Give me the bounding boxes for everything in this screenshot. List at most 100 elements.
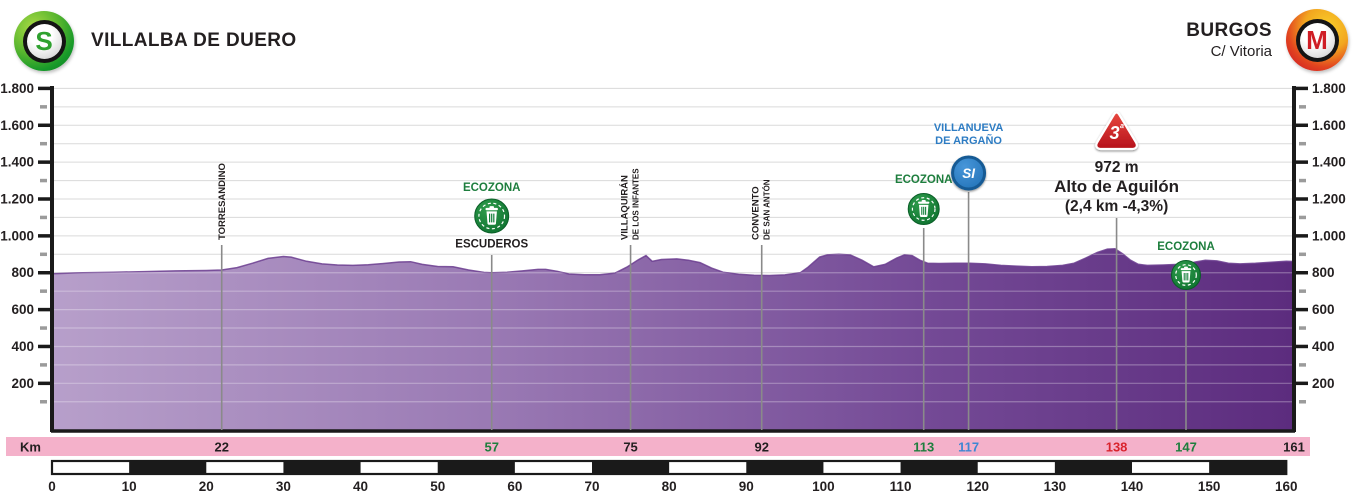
sprint-circle [951, 155, 987, 191]
ruler-km-label: 110 [890, 479, 912, 494]
distance-ruler: 0 10 20 30 40 50 60 70 80 90 100 110 120 130 140 150 160 [48, 459, 1298, 494]
ruler-segment-black [1054, 461, 1132, 474]
trash-handle [1184, 266, 1188, 269]
km-band-value: 161 [1283, 440, 1305, 455]
ecozone-dashed-ring [1175, 264, 1197, 286]
ruler-km-label: 140 [1121, 479, 1144, 494]
y-tick-label-left: 1.600 [0, 118, 34, 133]
km-band-value: 138 [1106, 440, 1128, 455]
finish-badge-ring: M [1295, 18, 1339, 62]
trash-lid [918, 201, 930, 204]
start-location: S VILLALBA DE DUERO [14, 11, 297, 71]
y-tick-label-left: 800 [11, 265, 34, 280]
trash-handle [489, 206, 495, 209]
ruler-segment-black [1209, 461, 1287, 474]
climb-category-icon: 3ª [1095, 111, 1138, 151]
elevation-profile [51, 248, 1295, 430]
y-tick-label-left: 600 [11, 302, 34, 317]
axes: 200 200 400 400 600 600 800 800 1.000 1.000 1.200 1… [0, 81, 1346, 433]
ecozone-label: ECOZONA [463, 182, 521, 194]
ruler-km-label: 50 [430, 479, 445, 494]
ruler-km-label: 90 [739, 479, 754, 494]
y-tick-label-right: 600 [1312, 302, 1335, 317]
y-tick-label-right: 1.000 [1312, 228, 1346, 243]
town-name-rotated: VILLAQUIRÁN [620, 175, 631, 240]
climb-stats: (2,4 km -4,3%) [1065, 198, 1168, 215]
climb-altitude: 972 m [1095, 159, 1139, 176]
ruler-segment-black [900, 461, 978, 474]
ruler-km-label: 40 [353, 479, 368, 494]
ruler-segment-black [746, 461, 824, 474]
km-band-value: 22 [214, 440, 228, 455]
sprint-badge-label: SI [962, 166, 975, 181]
y-tick-label-left: 1.400 [0, 155, 34, 170]
ruler-segment-black [437, 461, 515, 474]
ecozone-trash-icon [474, 198, 510, 234]
town-name-rotated: TORRESANDINO [217, 163, 228, 240]
ecozone-label: ECOZONA [1157, 241, 1215, 253]
ruler-km-label: 10 [122, 479, 137, 494]
sprint-town-name: VILLANUEVA [934, 122, 1004, 134]
elevation-area [52, 248, 1294, 430]
km-band-value: 113 [913, 440, 934, 455]
ruler-km-label: 80 [662, 479, 677, 494]
ruler-km-label: 0 [48, 479, 56, 494]
ruler-km-label: 70 [584, 479, 599, 494]
km-band-value: 92 [754, 440, 768, 455]
town-name-rotated-line2: DE SAN ANTÓN [763, 179, 772, 240]
trash-icon [1180, 266, 1192, 283]
ecozone-label: ECOZONA [895, 174, 953, 186]
elevation-outline [51, 248, 1295, 277]
ruler-km-label: 120 [966, 479, 989, 494]
start-badge: S [14, 11, 74, 71]
ruler-km-label: 60 [507, 479, 522, 494]
y-tick-label-right: 1.800 [1312, 81, 1346, 96]
ruler-km-label: 30 [276, 479, 291, 494]
km-band-value: 147 [1175, 440, 1197, 455]
start-badge-inner: S [26, 23, 62, 59]
intermediate-sprint-icon: SI [951, 155, 987, 191]
trash-icon [485, 206, 498, 225]
ruler-km-label: 150 [1198, 479, 1221, 494]
ecozone-trash-icon [1171, 260, 1201, 290]
km-band-background [6, 437, 1310, 456]
ruler-km-label: 20 [199, 479, 214, 494]
climb-name: Alto de Aguilón [1054, 177, 1179, 196]
sprint-town-name-line2: DE ARGAÑO [935, 134, 1002, 147]
finish-badge: M [1286, 9, 1348, 71]
finish-location-subtitle: C/ Vitoria [1210, 43, 1272, 60]
climb-triangle [1095, 111, 1138, 151]
km-band-value: 57 [484, 440, 498, 455]
header: S VILLALBA DE DUERO BURGOS C/ Vitoria M [0, 0, 1357, 84]
y-tick-label-right: 400 [1312, 339, 1335, 354]
finish-badge-inner: M [1299, 22, 1335, 58]
finish-location: BURGOS C/ Vitoria M [1186, 9, 1348, 71]
trash-icon [918, 199, 930, 218]
km-band-value: 75 [623, 440, 637, 455]
trash-lid [485, 207, 498, 211]
climb-category-label: 3ª [1110, 123, 1125, 143]
ecozone-trash-icon [907, 193, 940, 225]
town-name-rotated-line2: DE LOS INFANTES [632, 168, 641, 240]
town-name-rotated: CONVENTO [751, 186, 762, 240]
start-location-name: VILLALBA DE DUERO [91, 30, 297, 51]
ruler-km-label: 130 [1044, 479, 1067, 494]
km-band: Km 22 57 75 92 113 117 138 147 161 [6, 437, 1310, 456]
y-tick-label-left: 400 [11, 339, 34, 354]
ruler-km-label: 100 [812, 479, 835, 494]
y-tick-label-right: 200 [1312, 376, 1335, 391]
town-name: ESCUDEROS [455, 239, 528, 251]
ecozone-dashed-ring [478, 202, 506, 230]
start-badge-ring: S [22, 19, 66, 63]
y-tick-label-left: 200 [11, 376, 34, 391]
y-tick-label-left: 1.200 [0, 192, 34, 207]
finish-location-name: BURGOS [1186, 20, 1272, 41]
y-tick-label-left: 1.000 [0, 228, 34, 243]
y-tick-label-right: 1.600 [1312, 118, 1346, 133]
start-badge-letter: S [35, 26, 53, 56]
trash-lid [1180, 268, 1192, 271]
km-band-unit-label: Km [20, 440, 41, 455]
y-tick-label-right: 1.200 [1312, 192, 1346, 207]
